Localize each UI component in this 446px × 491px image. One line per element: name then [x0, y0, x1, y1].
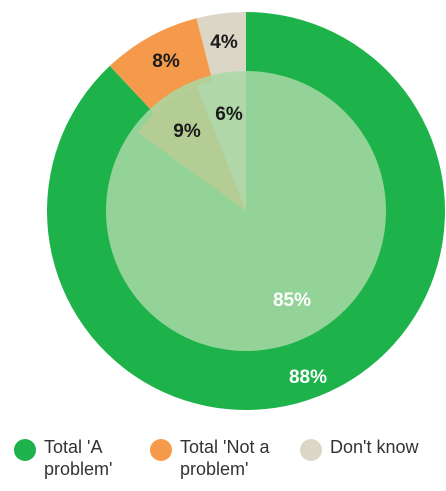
- outer-label-a-problem: 88%: [289, 367, 327, 388]
- inner-label-not-a-problem: 9%: [173, 121, 201, 142]
- slice-labels: 88% 8% 4% 85% 9% 6%: [152, 32, 327, 388]
- legend-label-a-problem: Total 'A problem': [44, 437, 113, 479]
- legend-swatch-dont-know: [300, 439, 322, 461]
- legend-label-dont-know: Don't know: [330, 437, 419, 457]
- outer-label-dont-know: 4%: [210, 32, 238, 53]
- legend-swatch-not-a-problem: [150, 439, 172, 461]
- outer-label-not-a-problem: 8%: [152, 51, 180, 72]
- inner-label-a-problem: 85%: [273, 290, 311, 311]
- legend-label-not-a-problem: Total 'Not a problem': [180, 437, 270, 479]
- legend: Total 'A problem' Total 'Not a problem' …: [0, 436, 446, 491]
- ring-separator: [106, 71, 386, 351]
- inner-label-dont-know: 6%: [215, 104, 243, 125]
- legend-swatch-a-problem: [14, 439, 36, 461]
